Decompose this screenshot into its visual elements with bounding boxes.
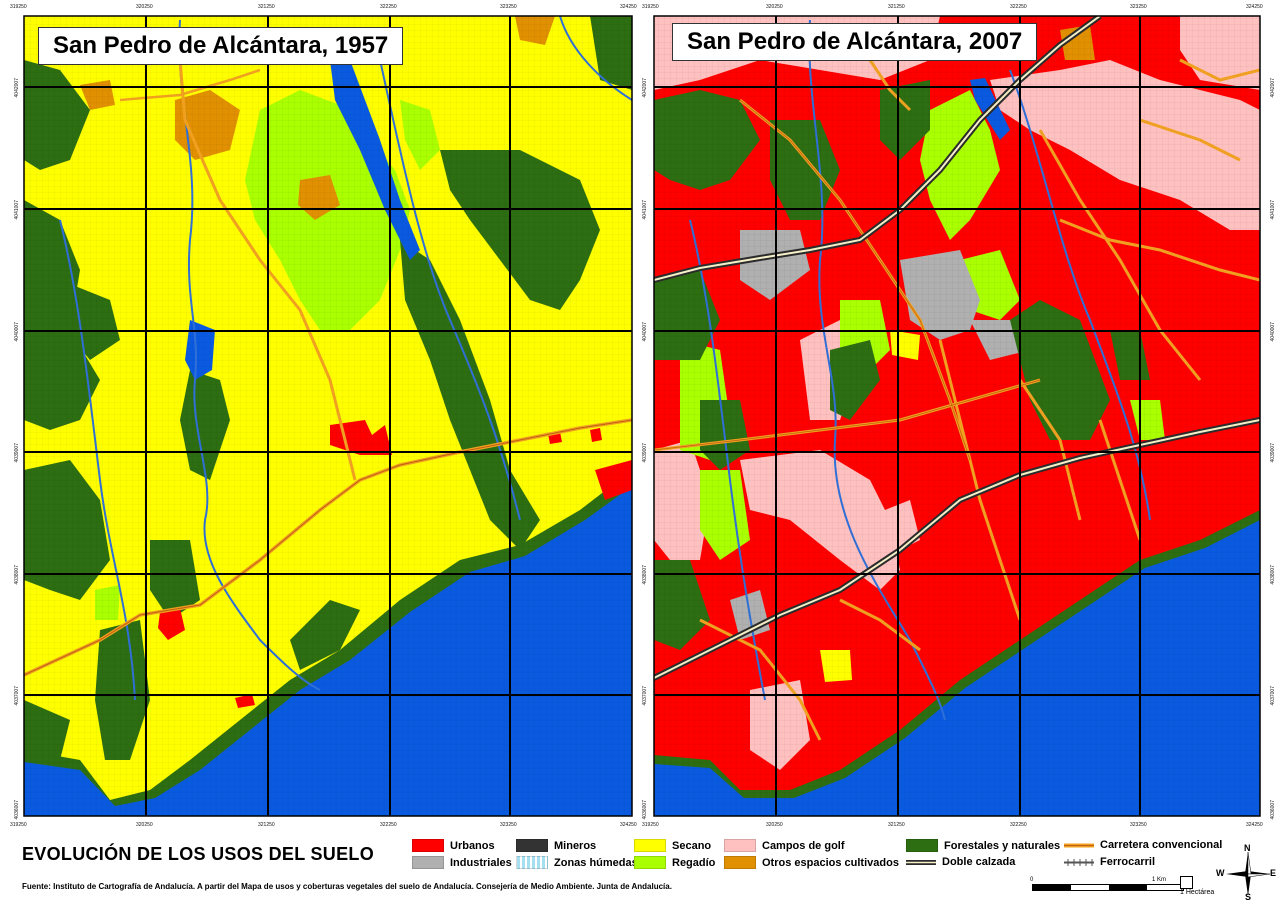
road-conventional [24,419,632,676]
x-tick: 319250 [642,822,659,828]
legend-mineros: Mineros [516,839,596,852]
y-tick: 4039007 [642,443,648,463]
y-tick: 4041007 [1270,200,1276,220]
y-tick: 4042007 [14,78,20,98]
source-note: Fuente: Instituto de Cartografía de Anda… [22,882,672,891]
y-tick: 4038007 [14,565,20,585]
x-tick: 320250 [136,4,153,10]
x-tick: 323250 [1130,822,1147,828]
y-tick: 4037007 [1270,686,1276,706]
utm-grid [654,16,1260,816]
north-arrow-icon: N S W E [1216,843,1277,902]
x-tick: 319250 [10,822,27,828]
river [178,19,321,691]
legend-golf: Campos de golf [724,839,845,852]
y-tick: 4040007 [14,322,20,342]
x-tick: 322250 [1010,822,1027,828]
compass-n: N [1244,843,1251,853]
y-tick: 4041007 [14,200,20,220]
y-tick: 4037007 [642,686,648,706]
legend-swatch [634,856,666,869]
legend-swatch [724,856,756,869]
scale-zero: 0 [1030,877,1034,883]
x-tick: 322250 [380,822,397,828]
y-tick: 4036007 [642,800,648,820]
river [689,219,766,701]
scale-bar [1032,884,1184,891]
y-tick: 4041007 [642,200,648,220]
hectare-square [1180,876,1193,889]
x-tick: 320250 [136,822,153,828]
river [559,16,632,101]
x-tick: 324250 [620,4,637,10]
legend-carretera: Carretera convencional [1064,839,1222,851]
x-tick: 324250 [1246,822,1263,828]
river [59,219,136,701]
legend-swatch [724,839,756,852]
compass-e: E [1270,868,1277,878]
legend-swatch [1064,857,1094,868]
x-tick: 323250 [500,822,517,828]
legend-regadio: Regadío [634,856,715,869]
legend-swatch [412,839,444,852]
x-tick: 319250 [10,4,27,10]
y-tick: 4039007 [1270,443,1276,463]
compass-s: S [1245,892,1252,902]
x-tick: 323250 [500,4,517,10]
y-tick: 4037007 [14,686,20,706]
x-tick: 320250 [766,822,783,828]
legend-ferrocarril: Ferrocarril [1064,856,1155,868]
road-conventional [178,59,357,481]
legend-swatch [906,839,938,852]
map-2007-canvas [653,15,1261,817]
map-1957: San Pedro de Alcántara, 1957 319250 3202… [0,0,640,830]
scale-one-km: 1 Km [1152,877,1167,883]
legend-otros: Otros espacios cultivados [724,856,899,869]
x-tick: 324250 [620,822,637,828]
x-tick: 321250 [888,822,905,828]
x-tick: 322250 [380,4,397,10]
legend-swatch [516,839,548,852]
map-2007: San Pedro de Alcántara, 2007 319250 3202… [640,0,1280,830]
x-tick: 319250 [642,4,659,10]
y-tick: 4036007 [14,800,20,820]
x-tick: 323250 [1130,4,1147,10]
legend-swatch [634,839,666,852]
legend-swatch [516,856,548,869]
y-tick: 4040007 [642,322,648,342]
x-tick: 324250 [1246,4,1263,10]
legend-forestales: Forestales y naturales [906,839,1060,852]
y-tick: 4040007 [1270,322,1276,342]
legend-doble-calzada: Doble calzada [906,856,1015,868]
y-tick: 4042007 [642,78,648,98]
x-tick: 322250 [1010,4,1027,10]
river [379,59,521,521]
legend-swatch [412,856,444,869]
map-title-1957: San Pedro de Alcántara, 1957 [38,27,404,65]
x-tick: 321250 [258,822,275,828]
x-tick: 321250 [258,4,275,10]
legend-urbanos: Urbanos [412,839,495,852]
y-tick: 4042007 [1270,78,1276,98]
x-tick: 320250 [766,4,783,10]
legend-swatch [906,857,936,868]
y-tick: 4038007 [1270,565,1276,585]
hectare-label: 1 Hectárea [1180,889,1215,896]
legend-secano: Secano [634,839,711,852]
y-tick: 4039007 [14,443,20,463]
map-title-2007: San Pedro de Alcántara, 2007 [672,23,1038,61]
river [1009,69,1151,521]
utm-grid [24,16,632,816]
x-tick: 321250 [888,4,905,10]
legend-swatch [1064,840,1094,851]
legend-zonas-humedas: Zonas húmedas [516,856,638,869]
map-1957-canvas [23,15,633,817]
y-tick: 4036007 [1270,800,1276,820]
y-tick: 4038007 [642,565,648,585]
compass-w: W [1216,868,1225,878]
legend-industriales: Industriales [412,856,512,869]
legend-title: EVOLUCIÓN DE LOS USOS DEL SUELO [22,844,375,864]
